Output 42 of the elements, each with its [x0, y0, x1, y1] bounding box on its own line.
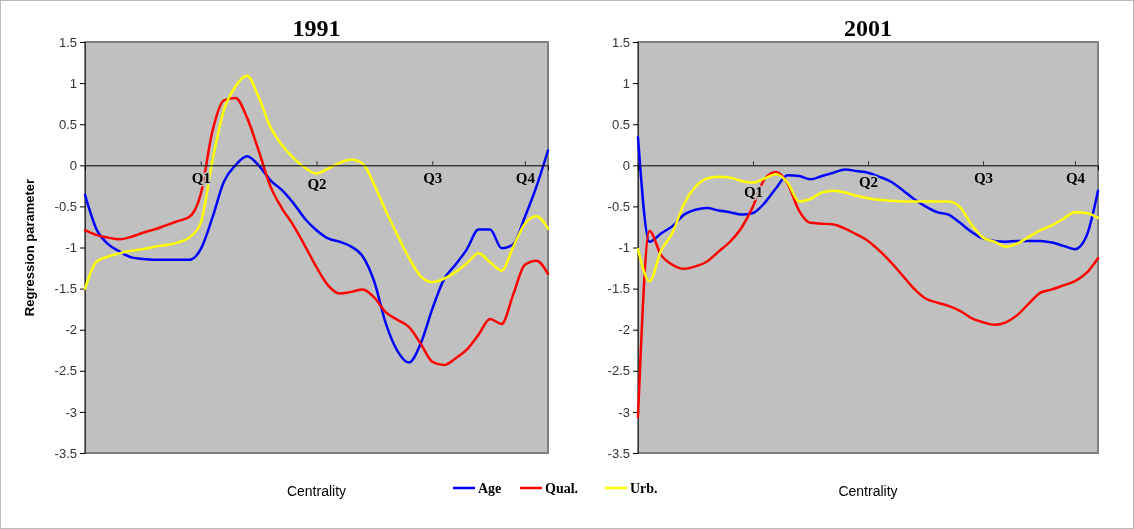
y-tick-label: -3.5	[54, 445, 77, 461]
line-series	[83, 96, 550, 367]
chart-title: 2001	[844, 15, 892, 41]
x-tick-label: Q4	[515, 170, 536, 187]
y-tick-label: -0.5	[54, 199, 77, 215]
y-tick-label: 1.5	[611, 34, 630, 50]
chart-title: 1991	[292, 15, 341, 41]
x-tick-label: Q2	[858, 174, 879, 191]
x-tick-label: Q3	[973, 170, 994, 187]
line-series	[83, 74, 550, 290]
legend-label: Age	[478, 481, 502, 496]
x-tick-label: Q4	[1065, 170, 1086, 187]
line-series	[636, 136, 1100, 251]
y-tick-label: -2.5	[607, 363, 630, 379]
y-tick-label: -3	[65, 404, 77, 420]
y-tick-label: -2	[618, 322, 630, 338]
y-tick-label: 0.5	[58, 116, 77, 132]
y-tick-label: -1.5	[54, 281, 77, 297]
y-tick-label: 0	[69, 157, 77, 173]
line-series	[636, 170, 1100, 419]
y-tick-label: -1	[618, 240, 630, 256]
y-tick-label: -0.5	[607, 199, 630, 215]
x-axis-title: Centrality	[286, 483, 347, 499]
y-tick-label: 1.5	[58, 34, 77, 50]
y-axis-title: Regression parameter	[22, 178, 37, 317]
line-series	[83, 149, 550, 364]
y-tick-label: 1	[622, 75, 630, 91]
y-tick-label: -3.5	[607, 445, 630, 461]
legend-label: Qual.	[545, 481, 579, 496]
y-tick-label: 1	[69, 75, 77, 91]
line-series	[636, 173, 1100, 283]
y-tick-label: -1.5	[607, 281, 630, 297]
y-tick-label: 0	[622, 157, 630, 173]
x-tick-label: Q3	[423, 170, 443, 187]
y-tick-label: -2.5	[54, 363, 77, 379]
legend-label: Urb.	[630, 481, 658, 496]
x-axis-title: Centrality	[838, 483, 898, 499]
y-tick-label: 0.5	[611, 116, 630, 132]
y-tick-label: -3	[618, 404, 630, 420]
x-tick-label: Q2	[307, 176, 327, 193]
y-tick-label: -2	[65, 322, 77, 338]
y-tick-label: -1	[65, 240, 77, 256]
